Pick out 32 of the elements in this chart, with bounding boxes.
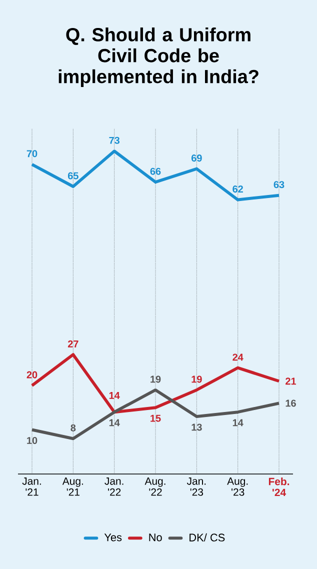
data-label: 66 (150, 168, 161, 175)
data-label: 70 (26, 150, 38, 158)
x-tick-label: Jan. '21 (22, 478, 41, 496)
legend-label: DK/ CS (190, 533, 225, 542)
legend-label: Yes (104, 534, 122, 542)
data-label: 21 (286, 378, 296, 385)
data-label: 8 (70, 424, 76, 432)
x-tick-label: Aug. '22 (144, 478, 166, 496)
data-label: 62 (232, 186, 243, 193)
data-label: 13 (192, 424, 202, 431)
data-label: 27 (68, 340, 78, 348)
data-label: 65 (68, 172, 78, 180)
data-label: 19 (192, 376, 202, 383)
data-label: 73 (109, 136, 120, 144)
data-label: 24 (232, 354, 244, 361)
data-label: 63 (274, 181, 284, 188)
data-label: 14 (109, 392, 120, 399)
data-label: 16 (286, 400, 296, 407)
data-label: 15 (150, 414, 161, 422)
x-tick-label: Feb. '24 (268, 478, 290, 496)
data-label: 69 (191, 154, 202, 162)
x-tick-label: Aug. '21 (62, 478, 83, 496)
data-label: 10 (27, 436, 38, 444)
chart-title: Q. Should a Uniform Civil Code be implemented in India? (58, 28, 258, 87)
data-label: 14 (109, 419, 120, 426)
data-label: 14 (232, 419, 244, 426)
x-tick-label: Aug. '23 (227, 478, 248, 496)
x-tick-label: Jan. '23 (186, 478, 206, 496)
legend-label: No (149, 534, 162, 542)
data-label: 20 (26, 371, 38, 378)
data-label: 19 (150, 376, 161, 383)
x-tick-label: Jan. '22 (104, 478, 124, 496)
